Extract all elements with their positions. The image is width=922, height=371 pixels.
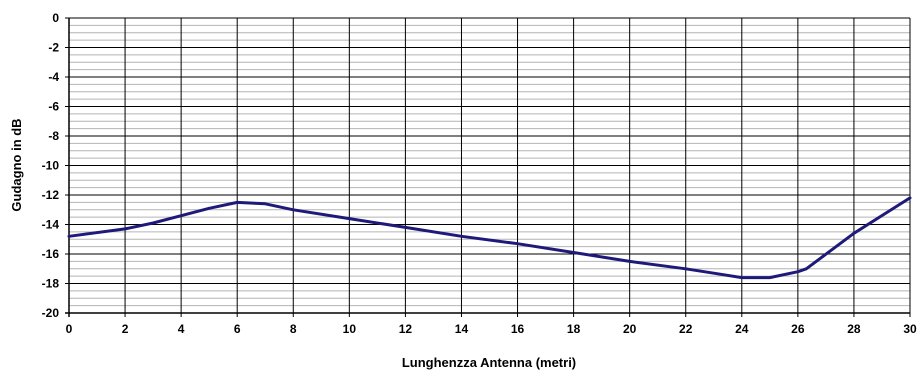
- minor-grid: [69, 24, 910, 307]
- y-tick-label: 0: [52, 11, 59, 25]
- x-tick-label: 8: [290, 322, 297, 336]
- x-axis-ticks: 0 2 4 6 8 10 12 14 16 18 20 22 24 26 28 30: [66, 313, 917, 336]
- series-line: [67, 196, 912, 280]
- x-tick-label: 2: [122, 322, 129, 336]
- series-group: [67, 196, 912, 280]
- x-tick-label: 4: [178, 322, 185, 336]
- y-tick-label: -2: [48, 41, 59, 55]
- x-tick-label: 22: [679, 322, 693, 336]
- y-tick-label: -10: [42, 159, 60, 173]
- x-tick-label: 24: [735, 322, 749, 336]
- x-tick-label: 16: [511, 322, 525, 336]
- y-axis-title: Gudagno in dB: [9, 118, 24, 211]
- x-tick-label: 30: [903, 322, 917, 336]
- y-tick-label: -4: [48, 70, 59, 84]
- x-tick-label: 26: [791, 322, 805, 336]
- x-tick-label: 10: [343, 322, 357, 336]
- y-axis-ticks: 0 -2 -4 -6 -8 -10 -12 -14 -16 -18 -20: [42, 11, 69, 320]
- y-tick-label: -8: [48, 129, 59, 143]
- x-tick-label: 20: [623, 322, 637, 336]
- y-tick-label: -14: [42, 218, 60, 232]
- x-axis-title: Lunghenzza Antenna (metri): [402, 355, 576, 370]
- x-tick-label: 28: [847, 322, 861, 336]
- y-tick-label: -20: [42, 306, 60, 320]
- x-tick-label: 18: [567, 322, 581, 336]
- y-tick-label: -16: [42, 247, 60, 261]
- y-tick-label: -18: [42, 277, 60, 291]
- x-tick-label: 6: [234, 322, 241, 336]
- x-tick-label: 12: [399, 322, 413, 336]
- x-tick-label: 0: [66, 322, 73, 336]
- y-tick-label: -6: [48, 100, 59, 114]
- x-tick-label: 14: [455, 322, 469, 336]
- axes: [65, 18, 910, 317]
- y-tick-label: -12: [42, 188, 60, 202]
